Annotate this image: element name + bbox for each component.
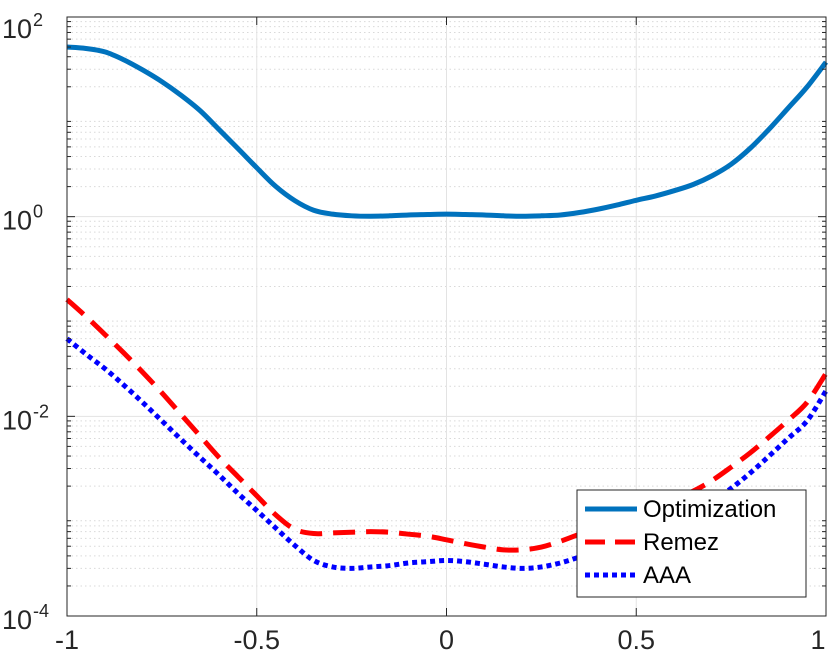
y-tick-base: 10 bbox=[2, 405, 32, 435]
x-axis-tick-labels: -1 -0.5 0 0.5 1 bbox=[55, 625, 826, 655]
x-tick-label: 0.5 bbox=[617, 625, 655, 655]
series-remez bbox=[65, 297, 829, 553]
y-tick-label: 10 2 bbox=[2, 10, 43, 44]
legend-item-optimization: Optimization bbox=[585, 496, 776, 523]
y-tick-label: 10 -2 bbox=[2, 401, 49, 435]
legend-item-aaa: AAA bbox=[585, 562, 691, 589]
x-tick-label: -1 bbox=[55, 625, 79, 655]
y-tick-exponent: 2 bbox=[33, 10, 43, 30]
series-optimization bbox=[66, 44, 828, 219]
legend-item-remez: Remez bbox=[585, 529, 719, 556]
y-tick-exponent: 0 bbox=[33, 202, 43, 222]
y-tick-exponent: -4 bbox=[33, 601, 49, 621]
x-tick-label: -0.5 bbox=[233, 625, 280, 655]
y-tick-base: 10 bbox=[2, 605, 32, 635]
x-tick-label: 0 bbox=[439, 625, 454, 655]
y-tick-exponent: -2 bbox=[33, 401, 49, 421]
y-tick-base: 10 bbox=[2, 206, 32, 236]
legend-label: AAA bbox=[643, 562, 691, 589]
x-tick-label: 1 bbox=[810, 625, 825, 655]
legend-label: Remez bbox=[643, 529, 719, 556]
axis-ticks bbox=[66, 16, 827, 617]
series-line-remez bbox=[65, 297, 829, 553]
y-tick-base: 10 bbox=[2, 14, 32, 44]
y-tick-label: 10 -4 bbox=[2, 601, 49, 635]
y-tick-label: 10 0 bbox=[2, 202, 43, 236]
legend-label: Optimization bbox=[643, 496, 776, 523]
legend: Optimization Remez AAA bbox=[576, 489, 807, 598]
series-line-optimization bbox=[66, 44, 828, 219]
